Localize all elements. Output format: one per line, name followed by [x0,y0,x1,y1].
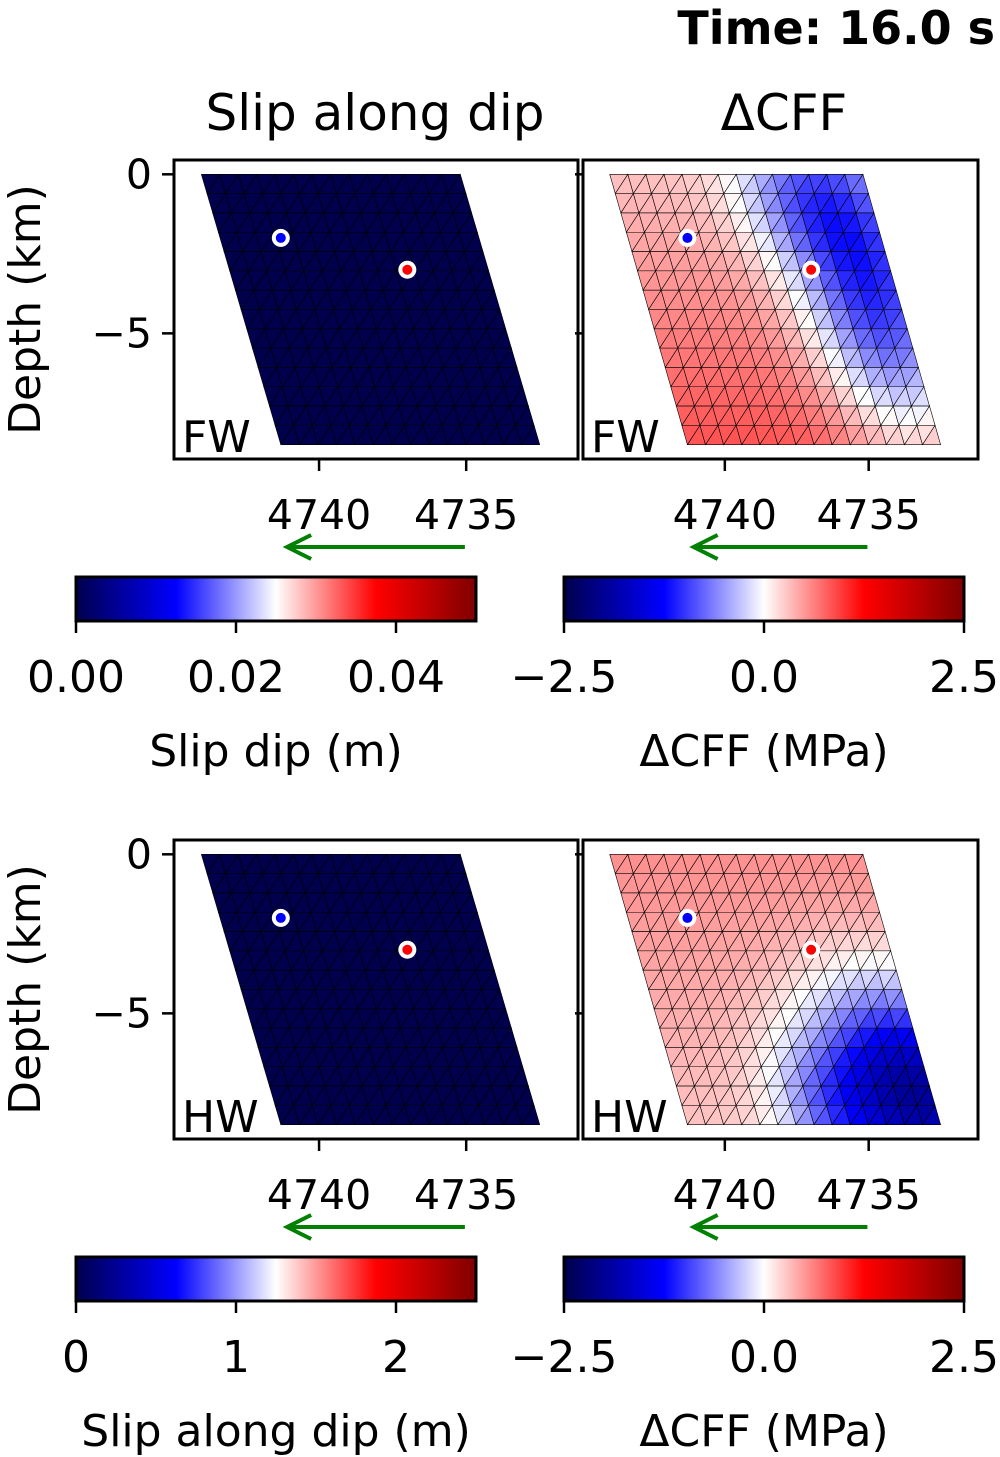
colorbar-label: Slip dip (m) [149,726,403,777]
time-label: Time: 16.0 s [677,1,995,55]
colorbar [76,1257,476,1301]
wall-label: FW [182,412,251,463]
x-tick-label: 4735 [817,491,921,539]
direction-arrow-head [282,533,313,561]
axes-frame [172,838,580,1141]
x-tick-label: 4740 [267,491,371,539]
axes-frame [581,838,980,1141]
colorbar-tick-label: −2.5 [511,652,618,703]
panel-cff-fw: FW 4740 4735 −2.5 0.0 2.5 ΔCFF (MPa) [511,158,999,777]
marker-red [806,264,817,275]
colorbar [76,577,476,621]
colorbar-tick-label: 0 [62,1332,90,1383]
colorbar-tick-label: 1 [222,1332,250,1383]
marker-red [402,944,413,955]
x-tick-label: 4735 [414,1171,518,1219]
y-axis-label: Depth (km) [0,184,51,435]
mesh-cell [921,424,941,445]
y-tick-label: −5 [92,309,152,357]
direction-arrow-head [282,1213,313,1241]
x-tick-label: 4740 [267,1171,371,1219]
wall-label: FW [591,412,660,463]
column-title-cff: ΔCFF [721,84,848,142]
colorbar-tick-label: 0.02 [187,652,285,703]
colorbar-tick-label: 2.5 [929,1332,999,1383]
mesh-cell [520,424,541,445]
colorbar-tick-label: 2 [382,1332,410,1383]
column-title-slip: Slip along dip [206,84,545,142]
fault-mesh [200,853,541,1126]
colorbar-label: Slip along dip (m) [81,1406,470,1457]
marker-red [402,264,413,275]
panel-slip-fw: FW 4740 4735 0 −5 Depth (km) 0.00 0.02 0.04 Slip … [0,150,580,777]
colorbar-tick-label: −2.5 [511,1332,618,1383]
y-tick-label: 0 [126,830,152,878]
fault-mesh [200,173,541,446]
x-tick-label: 4735 [414,491,518,539]
colorbar-label: ΔCFF (MPa) [639,1406,888,1457]
colorbar-tick-label: 0.00 [27,652,125,703]
colorbar-tick-label: 2.5 [929,652,999,703]
colorbar-tick-label: 0.04 [347,652,445,703]
direction-arrow-head [689,1213,719,1241]
colorbar-frame [74,1255,478,1303]
colorbar [564,1257,964,1301]
axes-frame [581,158,980,461]
marker-blue [275,912,286,923]
colorbar [564,577,964,621]
direction-arrow-head [689,533,719,561]
mesh-cell [520,1104,541,1125]
y-tick-label: 0 [126,150,152,198]
wall-label: HW [591,1092,668,1143]
wall-label: HW [182,1092,259,1143]
colorbar-tick-label: 0.0 [729,652,799,703]
marker-blue [275,232,286,243]
fault-mesh [609,853,941,1126]
fault-mesh [609,173,941,446]
mesh-cell [921,1104,941,1125]
marker-blue [682,232,693,243]
colorbar-frame [74,575,478,623]
y-axis-label: Depth (km) [0,864,51,1115]
x-tick-label: 4740 [673,491,777,539]
axes-frame [172,158,580,461]
y-tick-label: −5 [92,989,152,1037]
x-tick-label: 4740 [673,1171,777,1219]
marker-red [806,944,817,955]
colorbar-label: ΔCFF (MPa) [639,726,888,777]
marker-blue [682,912,693,923]
x-tick-label: 4735 [817,1171,921,1219]
colorbar-tick-label: 0.0 [729,1332,799,1383]
